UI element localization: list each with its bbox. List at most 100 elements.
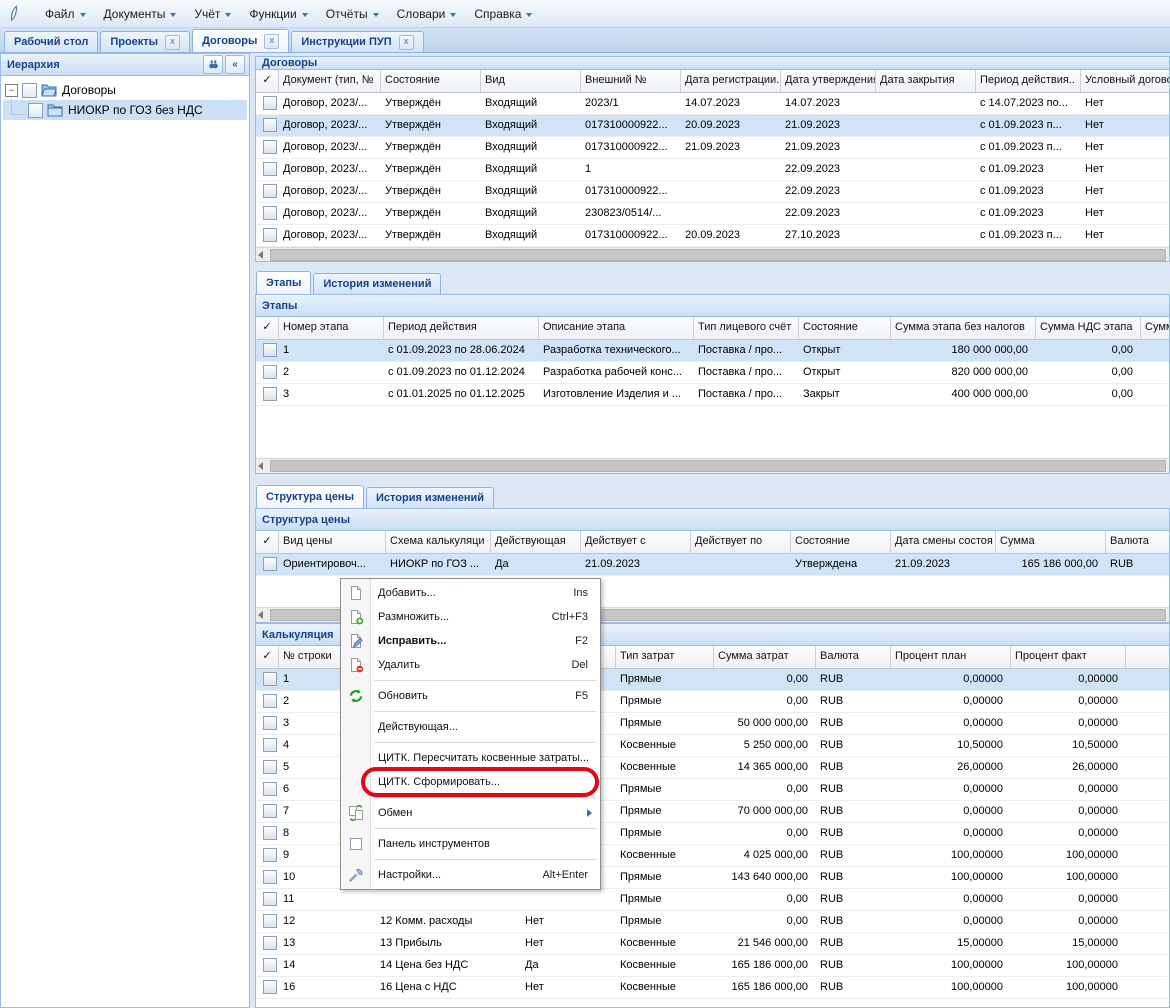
column-header[interactable]: Состояние bbox=[791, 531, 891, 553]
tree-checkbox[interactable] bbox=[28, 102, 43, 118]
menu-item[interactable]: Размножить... Ctrl+F3 bbox=[341, 605, 600, 629]
tree-node-root[interactable]: − Договоры bbox=[3, 80, 247, 100]
column-header[interactable]: Период действия bbox=[384, 317, 539, 339]
table-row[interactable]: Ориентировоч... НИОКР по ГОЗ ... Да 21.09.2… bbox=[256, 554, 1169, 576]
table-row[interactable]: 2 с 01.09.2023 по 01.12.2024 Разработка ра… bbox=[256, 362, 1169, 384]
row-checkbox[interactable] bbox=[263, 782, 277, 796]
menubar-item[interactable]: Учёт bbox=[185, 3, 240, 25]
column-header[interactable]: Дата закрытия bbox=[876, 70, 976, 92]
scroll-thumb[interactable] bbox=[270, 460, 1166, 472]
column-header[interactable] bbox=[1126, 646, 1169, 668]
row-checkbox[interactable] bbox=[263, 716, 277, 730]
menu-item[interactable]: Обмен bbox=[341, 801, 600, 825]
row-checkbox[interactable] bbox=[263, 826, 277, 840]
tree-node-label[interactable]: НИОКР по ГОЗ без НДС bbox=[68, 103, 203, 117]
tab[interactable]: Проекты x bbox=[100, 31, 191, 52]
column-header[interactable]: Схема калькуляци bbox=[386, 531, 491, 553]
column-header[interactable]: Сумма bbox=[1141, 317, 1169, 339]
row-checkbox[interactable] bbox=[263, 848, 277, 862]
table-row[interactable]: Договор, 2023/... Утверждён Входящий 017310… bbox=[256, 137, 1169, 159]
row-checkbox[interactable] bbox=[263, 892, 277, 906]
row-checkbox[interactable] bbox=[263, 228, 277, 242]
tree-checkbox[interactable] bbox=[22, 82, 37, 98]
tab[interactable]: Этапы bbox=[256, 271, 312, 294]
menu-item[interactable]: Панель инструментов bbox=[341, 832, 600, 856]
row-checkbox[interactable] bbox=[263, 140, 277, 154]
tab[interactable]: История изменений bbox=[365, 487, 495, 508]
scroll-left-icon[interactable] bbox=[258, 611, 263, 619]
menu-item[interactable]: Удалить Del bbox=[341, 653, 600, 677]
column-header[interactable]: Процент план bbox=[891, 646, 1011, 668]
tab[interactable]: Договоры x bbox=[192, 29, 290, 52]
tree-node-label[interactable]: Договоры bbox=[62, 83, 116, 97]
menu-item[interactable]: ЦИТК. Сформировать... bbox=[341, 767, 600, 797]
row-checkbox[interactable] bbox=[263, 557, 277, 571]
menubar-item[interactable]: Файл bbox=[36, 3, 95, 25]
tree-node-child[interactable]: НИОКР по ГОЗ без НДС bbox=[3, 97, 247, 120]
row-checkbox[interactable] bbox=[263, 206, 277, 220]
close-icon[interactable]: x bbox=[165, 34, 181, 50]
table-row[interactable]: 3 с 01.01.2025 по 01.12.2025 Изготовление … bbox=[256, 384, 1169, 406]
tab[interactable]: История изменений bbox=[313, 273, 442, 294]
collapse-panel-icon[interactable]: « bbox=[225, 55, 245, 74]
row-checkbox[interactable] bbox=[263, 162, 277, 176]
menubar-item[interactable]: Документы bbox=[95, 3, 186, 25]
column-header[interactable]: Описание этапа bbox=[539, 317, 694, 339]
column-header[interactable]: Период действия.. bbox=[976, 70, 1081, 92]
menubar-item[interactable]: Функции bbox=[240, 3, 316, 25]
tab[interactable]: Инструкции ПУП x bbox=[291, 31, 424, 52]
column-header[interactable]: Тип лицевого счёт bbox=[694, 317, 799, 339]
row-checkbox[interactable] bbox=[263, 118, 277, 132]
column-header[interactable]: Документ (тип, № bbox=[279, 70, 381, 92]
column-header[interactable]: Состояние bbox=[799, 317, 891, 339]
table-row[interactable]: 16 16 Цена с НДС Нет Косвенные 165 186 000,0… bbox=[256, 977, 1169, 999]
column-header[interactable]: Процент факт bbox=[1011, 646, 1126, 668]
column-header[interactable]: ✓ bbox=[256, 531, 279, 553]
menubar-item[interactable]: Словари bbox=[388, 3, 466, 25]
column-header[interactable]: Условный договор bbox=[1081, 70, 1169, 92]
column-header[interactable]: Тип затрат bbox=[616, 646, 714, 668]
column-header[interactable]: Сумма затрат bbox=[714, 646, 816, 668]
column-header[interactable]: Вид цены bbox=[279, 531, 386, 553]
menu-item[interactable]: Добавить... Ins bbox=[341, 581, 600, 605]
table-row[interactable]: 13 13 Прибыль Нет Косвенные 21 546 000,00 RUB… bbox=[256, 933, 1169, 955]
scroll-thumb[interactable] bbox=[270, 249, 1166, 261]
row-checkbox[interactable] bbox=[263, 365, 277, 379]
column-header[interactable]: Дата смены состоя bbox=[891, 531, 996, 553]
menu-item[interactable]: Действующая... bbox=[341, 715, 600, 739]
table-row[interactable]: 1 с 01.09.2023 по 28.06.2024 Разработка те… bbox=[256, 340, 1169, 362]
table-row[interactable]: Договор, 2023/... Утверждён Входящий 230823… bbox=[256, 203, 1169, 225]
menubar-item[interactable]: Отчёты bbox=[317, 3, 388, 25]
column-header[interactable]: Дата регистрации. bbox=[681, 70, 781, 92]
menu-item[interactable]: Обновить F5 bbox=[341, 684, 600, 708]
menu-item[interactable]: Настройки... Alt+Enter bbox=[341, 863, 600, 887]
row-checkbox[interactable] bbox=[263, 936, 277, 950]
menu-item[interactable]: ЦИТК. Пересчитать косвенные затраты... bbox=[341, 746, 600, 770]
row-checkbox[interactable] bbox=[263, 672, 277, 686]
table-row[interactable]: Договор, 2023/... Утверждён Входящий 017310… bbox=[256, 181, 1169, 203]
column-header[interactable]: Действующая bbox=[491, 531, 581, 553]
table-row[interactable]: Договор, 2023/... Утверждён Входящий 2023/1… bbox=[256, 93, 1169, 115]
contracts-hscrollbar[interactable] bbox=[256, 247, 1169, 261]
column-header[interactable]: Валюта bbox=[816, 646, 891, 668]
row-checkbox[interactable] bbox=[263, 387, 277, 401]
row-checkbox[interactable] bbox=[263, 760, 277, 774]
tab[interactable]: Структура цены bbox=[256, 485, 364, 508]
close-icon[interactable]: x bbox=[264, 33, 280, 49]
column-header[interactable]: Сумма НДС этапа bbox=[1036, 317, 1141, 339]
row-checkbox[interactable] bbox=[263, 738, 277, 752]
row-checkbox[interactable] bbox=[263, 184, 277, 198]
row-checkbox[interactable] bbox=[263, 804, 277, 818]
stages-hscrollbar[interactable] bbox=[256, 458, 1169, 473]
column-header[interactable]: Валюта bbox=[1106, 531, 1169, 553]
menu-item[interactable]: Исправить... F2 bbox=[341, 629, 600, 653]
menubar-item[interactable]: Справка bbox=[465, 3, 541, 25]
table-row[interactable]: 14 14 Цена без НДС Да Косвенные 165 186 000,… bbox=[256, 955, 1169, 977]
table-row[interactable]: Договор, 2023/... Утверждён Входящий 017310… bbox=[256, 225, 1169, 247]
search-icon[interactable] bbox=[203, 55, 223, 74]
table-row[interactable]: 12 12 Комм. расходы Нет Прямые 0,00 RUB 0,0000… bbox=[256, 911, 1169, 933]
column-header[interactable]: Сумма этапа без налогов bbox=[891, 317, 1036, 339]
scroll-left-icon[interactable] bbox=[258, 251, 263, 259]
row-checkbox[interactable] bbox=[263, 343, 277, 357]
column-header[interactable] bbox=[521, 646, 616, 668]
